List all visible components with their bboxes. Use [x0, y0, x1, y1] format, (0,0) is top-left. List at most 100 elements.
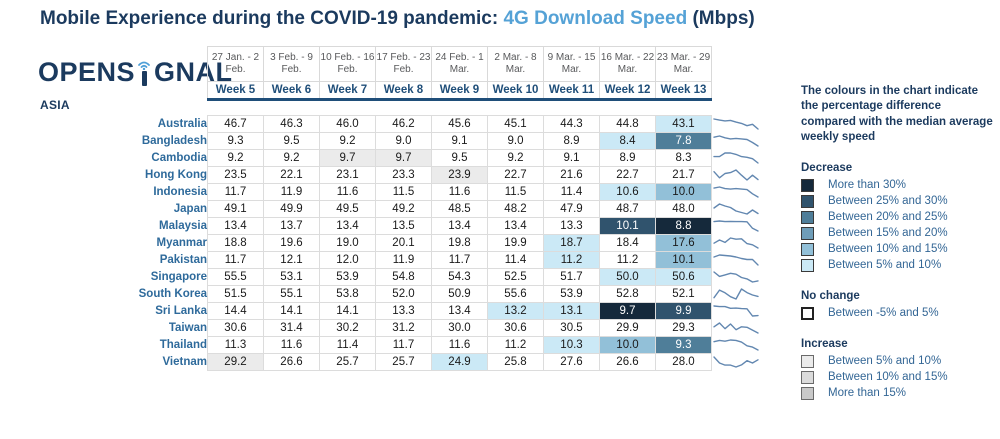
legend-swatch	[801, 226, 814, 240]
date-range-cell: 23 Mar. - 29 Mar.	[655, 46, 712, 82]
legend-item-label: Between -5% and 5%	[828, 307, 939, 320]
spacer-cell	[90, 100, 768, 116]
value-cell: 22.1	[263, 166, 320, 184]
value-cell: 30.2	[319, 319, 376, 337]
table-header: 27 Jan. - 2 Feb. 3 Feb. - 9 Feb. 10 Feb. -…	[90, 46, 768, 101]
legend-item: Between 5% and 10%	[801, 353, 996, 369]
value-cell: 11.7	[207, 183, 264, 201]
value-cell: 13.7	[263, 217, 320, 235]
value-cell: 9.5	[263, 132, 320, 150]
value-cell: 9.3	[655, 336, 712, 354]
legend-item-label: Between 15% and 20%	[828, 227, 948, 240]
value-cell: 27.6	[543, 353, 600, 371]
table-row: Indonesia 11.7 11.9 11.6 11.5 11.6 11.5 11.4 10.…	[90, 183, 768, 201]
header-corner	[90, 82, 208, 100]
week-label-cell: Week 13	[655, 81, 712, 101]
legend-item-label: Between 10% and 15%	[828, 371, 948, 384]
logo-text-left: OPENS	[38, 57, 136, 87]
value-cell: 13.2	[487, 302, 544, 320]
value-cell: 46.2	[375, 115, 432, 133]
page-title: Mobile Experience during the COVID-19 pa…	[40, 8, 755, 30]
value-cell: 13.3	[375, 302, 432, 320]
value-cell: 19.8	[431, 234, 488, 252]
value-cell: 13.4	[487, 217, 544, 235]
value-cell: 25.7	[375, 353, 432, 371]
legend-item: Between 10% and 15%	[801, 241, 996, 257]
value-cell: 11.4	[319, 336, 376, 354]
legend-group-heading: Decrease	[801, 162, 853, 175]
sparkline-chart	[713, 118, 759, 130]
value-cell: 50.9	[431, 285, 488, 303]
value-cell: 11.6	[263, 336, 320, 354]
table-row: Hong Kong 23.5 22.1 23.1 23.3 23.9 22.7 21.6 22.…	[90, 166, 768, 184]
value-cell: 11.7	[375, 336, 432, 354]
date-range-cell: 27 Jan. - 2 Feb.	[207, 46, 264, 82]
value-cell: 8.4	[599, 132, 656, 150]
value-cell: 50.6	[655, 268, 712, 286]
signal-i-icon	[136, 57, 152, 86]
legend-group-heading: Increase	[801, 338, 848, 351]
value-cell: 14.1	[319, 302, 376, 320]
date-range-row: 27 Jan. - 2 Feb. 3 Feb. - 9 Feb. 10 Feb. -…	[90, 46, 768, 82]
value-cell: 55.6	[487, 285, 544, 303]
value-cell: 10.6	[599, 183, 656, 201]
value-cell: 11.7	[431, 251, 488, 269]
value-cell: 28.0	[655, 353, 712, 371]
legend-item-label: Between 10% and 15%	[828, 243, 948, 256]
sparkline-cell	[712, 133, 769, 150]
value-cell: 45.6	[431, 115, 488, 133]
value-cell: 9.7	[599, 302, 656, 320]
value-cell: 10.3	[543, 336, 600, 354]
legend-item: Between 5% and 10%	[801, 257, 996, 273]
value-cell: 54.8	[375, 268, 432, 286]
value-cell: 13.1	[543, 302, 600, 320]
sparkline-chart	[713, 271, 759, 283]
legend-item-label: Between 20% and 25%	[828, 211, 948, 224]
value-cell: 19.9	[487, 234, 544, 252]
value-cell: 52.1	[655, 285, 712, 303]
country-label: Australia	[157, 118, 207, 130]
date-range-cell: 10 Feb. - 16 Feb.	[319, 46, 376, 82]
value-cell: 18.4	[599, 234, 656, 252]
legend-swatch	[801, 370, 814, 384]
value-cell: 9.1	[543, 149, 600, 167]
legend-description: The colours in the chart indicate the pe…	[801, 85, 993, 143]
value-cell: 22.7	[487, 166, 544, 184]
value-cell: 18.8	[207, 234, 264, 252]
table-row: South Korea 51.5 55.1 53.8 52.0 50.9 55.6 53.9 5…	[90, 285, 769, 303]
value-cell: 22.7	[599, 166, 656, 184]
value-cell: 11.2	[487, 336, 544, 354]
value-cell: 8.9	[543, 132, 600, 150]
sparkline-chart	[713, 305, 759, 317]
value-cell: 10.0	[655, 183, 712, 201]
value-cell: 12.1	[263, 251, 320, 269]
table-row: Sri Lanka 14.4 14.1 14.1 13.3 13.4 13.2 13.1 9.7…	[90, 302, 769, 320]
sparkline-chart	[713, 339, 759, 351]
header-corner	[90, 47, 208, 82]
value-cell: 53.9	[543, 285, 600, 303]
sparkline-cell	[712, 150, 769, 167]
value-cell: 10.0	[599, 336, 656, 354]
table-row: Thailand 11.3 11.6 11.4 11.7 11.6 11.2 10.3 10.0…	[90, 336, 768, 354]
value-cell: 51.5	[207, 285, 264, 303]
legend-swatch	[801, 306, 814, 320]
week-label-cell: Week 12	[599, 81, 656, 101]
value-cell: 51.7	[543, 268, 600, 286]
country-label: Sri Lanka	[155, 305, 207, 317]
value-cell: 13.4	[319, 217, 376, 235]
country-label: Thailand	[159, 339, 207, 351]
sparkline-chart	[713, 254, 759, 266]
country-label: Vietnam	[162, 356, 207, 368]
wifi-arcs-icon	[138, 61, 150, 70]
value-cell: 30.5	[543, 319, 600, 337]
sparkline-cell	[712, 303, 769, 320]
legend-item-label: Between 5% and 10%	[828, 259, 942, 272]
value-cell: 11.9	[375, 251, 432, 269]
table-row: Taiwan 30.6 31.4 30.2 31.2 30.0 30.6 30.5 29.9 29…	[90, 319, 768, 337]
sparkline-cell	[712, 252, 769, 269]
sparkline-cell	[712, 286, 769, 303]
value-cell: 43.1	[655, 115, 712, 133]
value-cell: 11.9	[263, 183, 320, 201]
value-cell: 13.4	[431, 217, 488, 235]
title-suffix: (Mbps)	[687, 8, 755, 29]
